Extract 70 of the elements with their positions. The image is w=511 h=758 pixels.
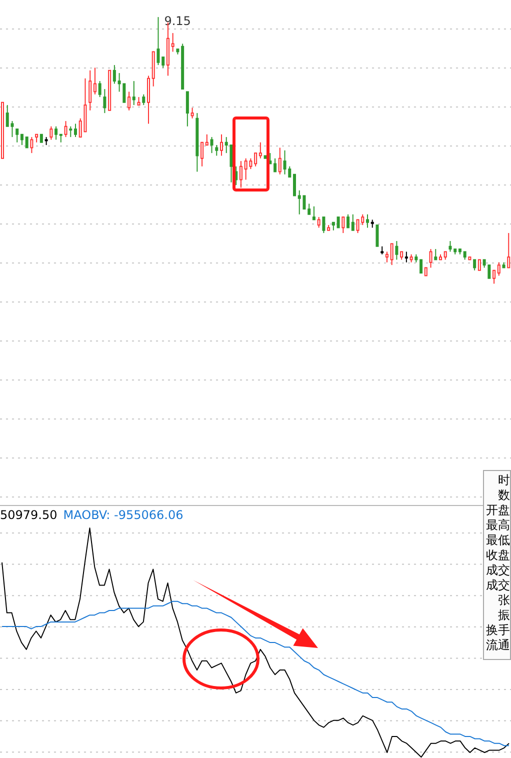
- candlestick: [254, 152, 258, 167]
- candlestick: [162, 56, 165, 68]
- candlestick: [322, 216, 326, 234]
- candlestick: [30, 136, 34, 154]
- annotation: 成交: [485, 563, 510, 578]
- candlestick: [342, 216, 345, 234]
- candlestick: [186, 91, 189, 127]
- candlestick: [210, 136, 214, 154]
- candlestick: [385, 251, 388, 263]
- text: MAOBV: -955066.06: [63, 508, 184, 522]
- candlestick: [434, 248, 438, 260]
- candlestick: [98, 80, 102, 98]
- annotation: 9.15: [164, 14, 191, 28]
- annotation: 最低: [485, 533, 510, 548]
- candlestick: [200, 142, 204, 167]
- candlestick: [492, 270, 496, 284]
- candlestick: [395, 240, 398, 260]
- candlestick: [404, 251, 408, 263]
- candlestick: [74, 123, 77, 138]
- annotation: 收盘: [485, 548, 510, 563]
- candlestick: [346, 214, 350, 228]
- candlestick: [420, 259, 423, 274]
- candlestick: [274, 158, 277, 172]
- candlestick: [376, 224, 379, 247]
- annotation: 张: [497, 593, 510, 608]
- candlestick: [317, 216, 320, 228]
- candlestick: [390, 243, 394, 266]
- candlestick: [429, 248, 432, 268]
- candlestick: [258, 142, 262, 159]
- candlestick: [190, 107, 194, 119]
- candlestick: [312, 206, 316, 220]
- candlestick: [128, 91, 131, 111]
- candlestick: [448, 240, 452, 252]
- candlestick: [171, 32, 174, 52]
- candlestick: [147, 75, 150, 124]
- candlestick: [205, 134, 208, 146]
- candlestick: [132, 80, 136, 106]
- text: 时: [497, 473, 510, 488]
- candlestick: [278, 147, 282, 175]
- text: 50979.50: [0, 508, 58, 522]
- candlestick: [142, 94, 146, 106]
- candlestick: [54, 126, 58, 140]
- text: 开盘: [485, 503, 510, 518]
- candlestick: [308, 203, 311, 215]
- candlestick: [215, 144, 218, 156]
- candlestick: [497, 262, 500, 276]
- candlestick: [20, 134, 24, 146]
- candlestick: [25, 136, 28, 148]
- candlestick: [220, 134, 223, 156]
- annotation: 成交: [485, 578, 510, 593]
- candlestick: [88, 70, 92, 111]
- candlestick: [69, 126, 72, 138]
- candlestick: [112, 64, 116, 84]
- candlestick: [336, 216, 340, 228]
- candlestick: [366, 214, 369, 228]
- candlestick: [239, 160, 242, 188]
- candlestick: [50, 126, 53, 140]
- candlestick: [351, 214, 354, 231]
- candlestick: [64, 120, 68, 138]
- text: 数: [497, 488, 510, 503]
- annotation: 换手: [485, 623, 510, 638]
- candlestick: [16, 128, 19, 143]
- annotation: 流通: [485, 638, 510, 653]
- annotation: 最高: [485, 518, 510, 533]
- annotation: 振: [497, 608, 510, 623]
- candlestick: [478, 259, 481, 271]
- candlestick: [156, 16, 160, 66]
- candlestick: [103, 88, 106, 114]
- candlestick: [473, 259, 476, 271]
- candlestick: [93, 67, 96, 95]
